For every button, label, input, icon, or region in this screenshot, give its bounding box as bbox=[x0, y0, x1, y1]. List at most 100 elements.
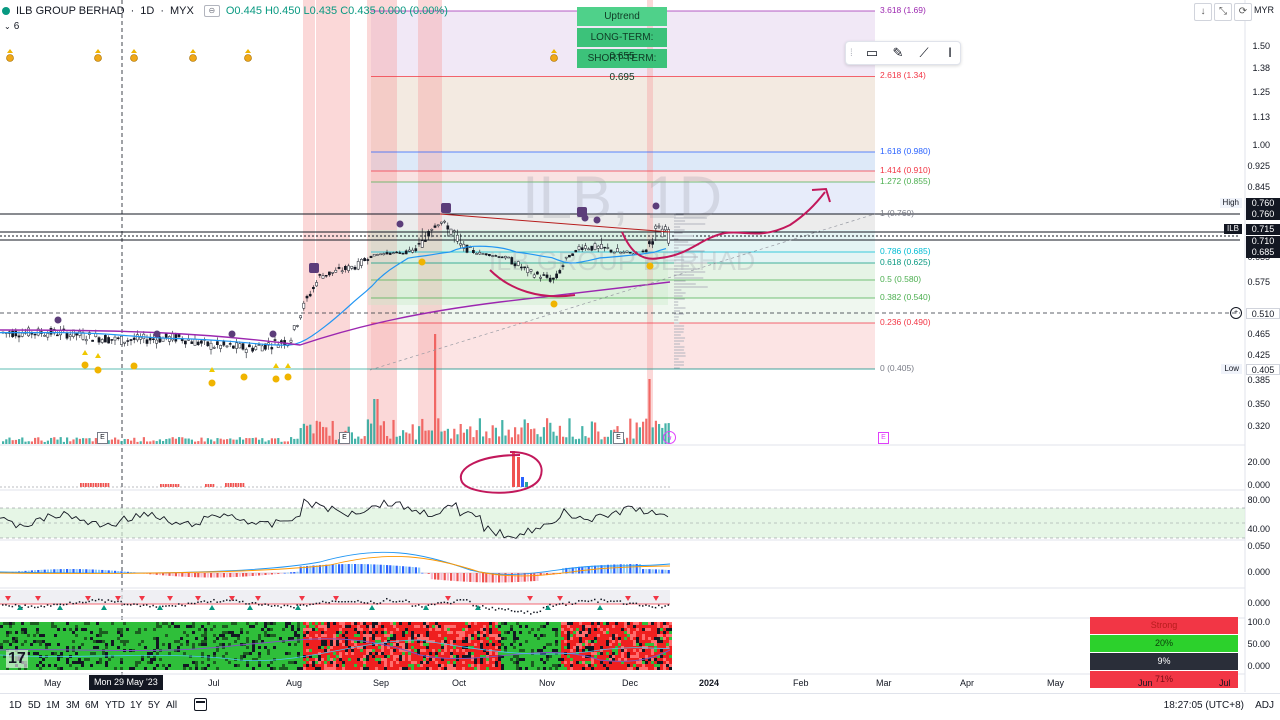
volume-bar bbox=[203, 441, 206, 444]
heatmap-cell bbox=[243, 646, 246, 649]
volume-bar bbox=[478, 418, 481, 444]
rectangle-icon[interactable]: ▭ bbox=[865, 45, 879, 60]
range-button-5d[interactable]: 5D bbox=[28, 700, 41, 711]
range-button-1y[interactable]: 1Y bbox=[130, 700, 143, 711]
heatmap-cell bbox=[294, 658, 297, 661]
macd-histogram-bar bbox=[632, 564, 635, 574]
heatmap-cell bbox=[621, 652, 624, 655]
heatmap-cell bbox=[270, 625, 273, 628]
currency-label[interactable]: MYR bbox=[1254, 5, 1274, 15]
range-button-1m[interactable]: 1M bbox=[46, 700, 60, 711]
heatmap-cell bbox=[228, 661, 231, 664]
text-cursor-icon[interactable]: Ⅰ bbox=[948, 45, 952, 60]
heatmap-cell bbox=[363, 652, 366, 655]
heatmap-cell bbox=[468, 643, 471, 646]
calendar-icon[interactable] bbox=[194, 698, 207, 711]
refresh-icon[interactable]: ⟳ bbox=[1234, 3, 1252, 21]
interval-label[interactable]: 1D bbox=[140, 5, 155, 17]
clock[interactable]: 18:27:05 (UTC+8) bbox=[1163, 700, 1244, 711]
heatmap-cell bbox=[264, 664, 267, 667]
heatmap-cell bbox=[504, 652, 507, 655]
momentum-dot bbox=[155, 606, 158, 608]
earnings-mark[interactable]: E bbox=[613, 432, 624, 444]
brush-icon[interactable]: ✎ bbox=[892, 45, 904, 60]
heatmap-cell bbox=[435, 661, 438, 664]
range-button-1d[interactable]: 1D bbox=[9, 700, 22, 711]
heatmap-cell bbox=[414, 664, 417, 667]
heatmap-cell bbox=[543, 664, 546, 667]
heatmap-cell bbox=[375, 667, 378, 670]
candle-body bbox=[571, 253, 574, 256]
heatmap-cell bbox=[594, 637, 597, 640]
heatmap-cell bbox=[156, 625, 159, 628]
heatmap-cell bbox=[267, 631, 270, 634]
macd-histogram-bar bbox=[603, 564, 606, 574]
range-button-5y[interactable]: 5Y bbox=[148, 700, 161, 711]
adjust-toggle[interactable]: ADJ bbox=[1255, 700, 1274, 711]
heatmap-cell bbox=[201, 646, 204, 649]
heatmap-cell bbox=[447, 622, 450, 625]
heatmap-cell bbox=[636, 664, 639, 667]
momentum-dot bbox=[242, 600, 244, 603]
heatmap-cell bbox=[585, 652, 588, 655]
range-button-6m[interactable]: 6M bbox=[85, 700, 99, 711]
heatmap-cell bbox=[351, 661, 354, 664]
heatmap-cell bbox=[78, 637, 81, 640]
heatmap-cell bbox=[90, 652, 93, 655]
candle-body bbox=[561, 265, 565, 267]
heatmap-cell bbox=[462, 640, 465, 643]
heatmap-cell bbox=[501, 622, 504, 625]
earnings-mark-upcoming[interactable]: E bbox=[878, 432, 889, 444]
heatmap-cell bbox=[528, 664, 531, 667]
heatmap-cell bbox=[195, 667, 198, 670]
heatmap-cell bbox=[264, 655, 267, 658]
earnings-mark[interactable]: E bbox=[97, 432, 108, 444]
candle-body bbox=[222, 341, 226, 346]
momentum-dot bbox=[82, 601, 84, 604]
heatmap-cell bbox=[282, 628, 285, 631]
earnings-mark[interactable]: E bbox=[339, 432, 350, 444]
macd-histogram-bar bbox=[488, 573, 491, 583]
collapse-icon[interactable]: ⤡ bbox=[1214, 3, 1232, 21]
flash-icon[interactable]: ϟ bbox=[663, 431, 676, 444]
heatmap-cell bbox=[393, 661, 396, 664]
heatmap-cell bbox=[204, 637, 207, 640]
arrow-down-icon[interactable]: ↓ bbox=[1194, 3, 1212, 21]
heatmap-cell bbox=[495, 643, 498, 646]
heatmap-cell bbox=[240, 637, 243, 640]
heatmap-cell bbox=[288, 634, 291, 637]
heatmap-cell bbox=[435, 646, 438, 649]
heatmap-cell bbox=[267, 634, 270, 637]
heatmap-cell bbox=[636, 637, 639, 640]
indicator-toggle[interactable]: ⌄ 6 bbox=[4, 21, 19, 32]
heatmap-cell bbox=[507, 649, 510, 652]
trendline-icon[interactable]: ⟋ bbox=[919, 45, 929, 60]
osc-bar bbox=[212, 484, 215, 487]
heatmap-cell bbox=[291, 634, 294, 637]
range-button-ytd[interactable]: YTD bbox=[105, 700, 125, 711]
heatmap-cell bbox=[243, 640, 246, 643]
heatmap-cell bbox=[45, 652, 48, 655]
sell-arrow-icon bbox=[115, 596, 121, 601]
eye-icon[interactable]: ⊖ bbox=[203, 5, 220, 17]
heatmap-cell bbox=[6, 625, 9, 628]
heatmap-cell bbox=[201, 628, 204, 631]
heatmap-cell bbox=[666, 637, 669, 640]
heatmap-cell bbox=[402, 655, 405, 658]
crosshair-target-icon[interactable]: + bbox=[1230, 307, 1242, 319]
candle-body bbox=[94, 333, 98, 337]
range-button-3m[interactable]: 3M bbox=[66, 700, 80, 711]
macd-histogram-bar bbox=[408, 566, 411, 574]
momentum-dot bbox=[290, 605, 292, 608]
fib-label: 0.236 (0.490) bbox=[880, 317, 931, 327]
drag-handle-icon[interactable]: ⁞ bbox=[850, 47, 853, 59]
heatmap-cell bbox=[255, 622, 258, 625]
range-button-all[interactable]: All bbox=[166, 700, 178, 711]
heatmap-cell bbox=[384, 625, 387, 628]
candle-body bbox=[49, 327, 53, 335]
heatmap-cell bbox=[171, 667, 174, 670]
symbol-name[interactable]: ILB GROUP BERHAD bbox=[16, 5, 125, 17]
volume-bar bbox=[418, 426, 421, 444]
heatmap-cell bbox=[168, 628, 171, 631]
